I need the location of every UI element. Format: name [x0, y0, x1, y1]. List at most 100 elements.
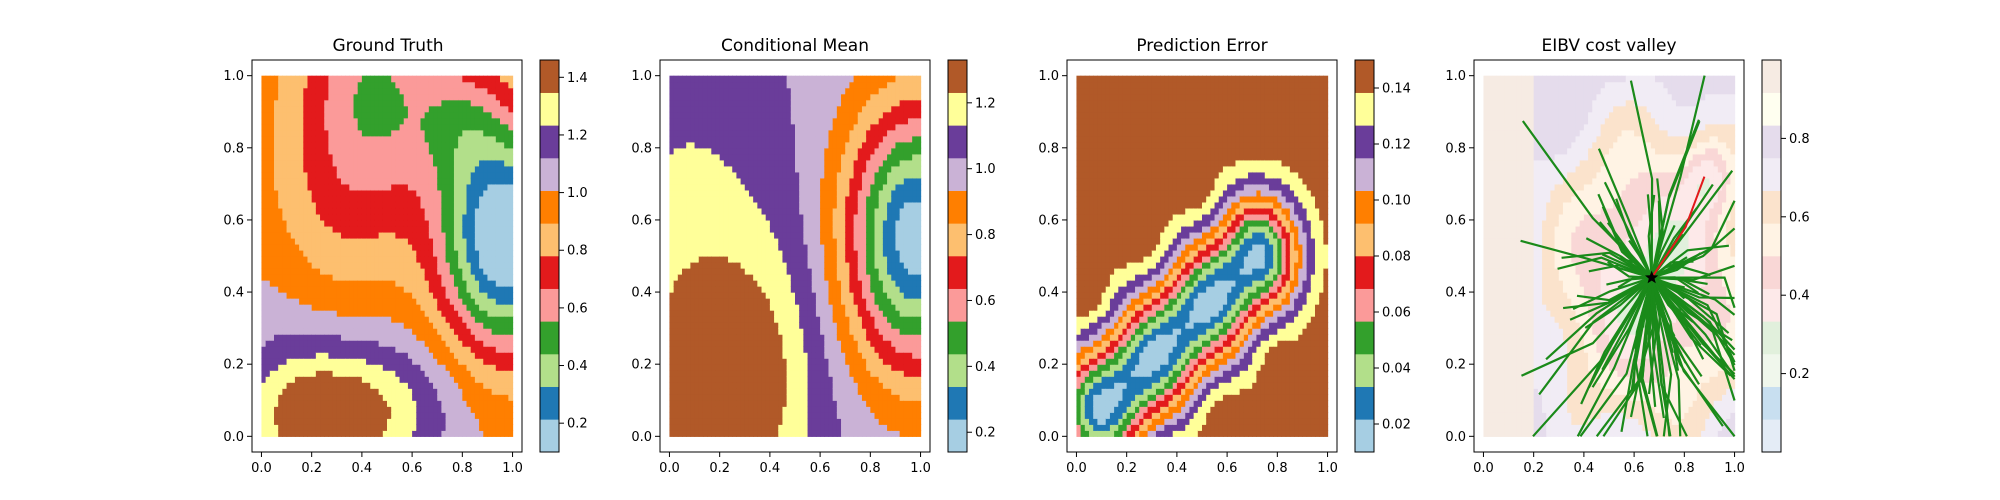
- heat-cell: [265, 286, 271, 293]
- heat-cell: [345, 346, 350, 353]
- heat-cell: [740, 256, 746, 263]
- heat-cell: [495, 129, 501, 137]
- heat-cell: [487, 346, 493, 353]
- heat-cell: [374, 292, 380, 299]
- heat-cell: [265, 262, 271, 269]
- heat-cell: [420, 316, 426, 323]
- heat-cell: [294, 322, 300, 329]
- heat-cell: [357, 135, 363, 143]
- heat-cell: [736, 274, 742, 281]
- heat-cell: [349, 298, 355, 305]
- heat-cell: [748, 219, 754, 227]
- heat-cell: [682, 165, 687, 173]
- heat-cell: [315, 322, 321, 329]
- heat-cell: [399, 129, 405, 137]
- heat-cell: [470, 231, 476, 239]
- heat-cell: [332, 183, 338, 191]
- heat-cell: [757, 424, 763, 431]
- heat-cell: [353, 256, 359, 263]
- heat-cell: [349, 256, 355, 263]
- heat-cell: [757, 237, 763, 245]
- heat-cell: [345, 147, 350, 155]
- heat-cell: [299, 195, 304, 203]
- heat-cell: [274, 424, 279, 431]
- heat-cell: [723, 316, 729, 323]
- heat-cell: [269, 310, 275, 317]
- heat-cell: [336, 430, 342, 437]
- heat-cell: [491, 262, 497, 269]
- heat-cell: [403, 195, 409, 203]
- heat-cell: [433, 418, 438, 425]
- heat-cell: [686, 123, 691, 131]
- heat-cell: [748, 93, 754, 101]
- heat-cell: [474, 274, 480, 281]
- heat-cell: [315, 388, 321, 395]
- heat-cell: [732, 93, 738, 101]
- heat-cell: [732, 334, 738, 341]
- heat-cell: [453, 99, 459, 107]
- y-tick-label: 1.0: [223, 69, 244, 84]
- heat-cell: [332, 135, 338, 143]
- heat-cell: [290, 262, 296, 269]
- heat-cell: [504, 237, 509, 245]
- heat-cell: [311, 346, 317, 353]
- heat-cell: [757, 93, 763, 101]
- heat-cell: [715, 274, 721, 281]
- heat-cell: [340, 424, 346, 431]
- heat-cell: [282, 147, 288, 155]
- heat-cell: [736, 280, 742, 287]
- heat-cell: [736, 129, 742, 137]
- heat-cell: [370, 201, 376, 209]
- heat-cell: [328, 201, 334, 209]
- heat-cell: [483, 177, 489, 185]
- heat-cell: [433, 364, 438, 371]
- heat-cell: [290, 256, 296, 263]
- heat-cell: [274, 400, 279, 407]
- heat-cell: [428, 135, 434, 143]
- heat-cell: [479, 213, 484, 221]
- heat-cell: [508, 111, 514, 119]
- heat-cell: [669, 268, 675, 275]
- heat-cell: [332, 364, 338, 371]
- heat-cell: [728, 286, 733, 293]
- heat-cell: [311, 213, 317, 221]
- heat-cell: [428, 280, 434, 287]
- heat-cell: [753, 262, 758, 269]
- heat-cell: [387, 117, 392, 125]
- heat-cell: [719, 364, 725, 371]
- heat-cell: [399, 388, 405, 395]
- heat-cell: [315, 376, 321, 383]
- heat-cell: [412, 388, 417, 395]
- colorbar-segment: [540, 60, 559, 93]
- heat-cell: [286, 153, 292, 161]
- heat-cell: [715, 370, 721, 377]
- heat-cell: [261, 256, 267, 263]
- heat-cell: [320, 424, 325, 431]
- heat-cell: [761, 382, 767, 389]
- heat-cell: [462, 418, 468, 425]
- heat-cell: [286, 400, 292, 407]
- heat-cell: [462, 352, 468, 359]
- heat-cell: [278, 219, 283, 227]
- heat-cell: [491, 256, 497, 263]
- heat-cell: [732, 249, 738, 257]
- heat-cell: [361, 219, 367, 227]
- heat-cell: [719, 346, 725, 353]
- heat-cell: [294, 376, 300, 383]
- heat-cell: [744, 268, 750, 275]
- heat-cell: [311, 292, 317, 299]
- heat-cell: [366, 382, 371, 389]
- heat-cell: [707, 418, 712, 425]
- heat-cell: [311, 111, 317, 119]
- heat-cell: [382, 310, 388, 317]
- heat-cell: [702, 171, 708, 179]
- heat-cell: [407, 352, 413, 359]
- heat-cell: [723, 219, 729, 227]
- heat-cell: [336, 388, 342, 395]
- heat-cell: [324, 274, 330, 281]
- heat-cell: [378, 376, 384, 383]
- heat-cell: [403, 424, 409, 431]
- heat-cell: [508, 346, 514, 353]
- heat-cell: [508, 256, 514, 263]
- heat-cell: [736, 141, 742, 149]
